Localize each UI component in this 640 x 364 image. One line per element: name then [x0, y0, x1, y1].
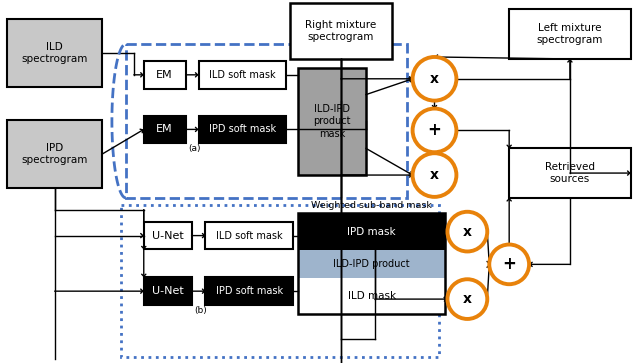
Text: x: x: [430, 72, 439, 86]
Text: x: x: [430, 168, 439, 182]
Text: U-Net: U-Net: [152, 230, 184, 241]
Bar: [144, 61, 186, 89]
Bar: [290, 3, 392, 59]
Circle shape: [413, 57, 456, 100]
Bar: [205, 222, 293, 249]
Bar: [126, 44, 406, 198]
Text: ILD soft mask: ILD soft mask: [216, 230, 283, 241]
Bar: [298, 213, 445, 314]
Text: +: +: [502, 256, 516, 273]
Circle shape: [447, 212, 487, 252]
Text: IPD
spectrogram: IPD spectrogram: [22, 143, 88, 165]
Text: Left mixture
spectrogram: Left mixture spectrogram: [537, 23, 603, 46]
Text: IPD soft mask: IPD soft mask: [216, 286, 283, 296]
Bar: [205, 277, 293, 305]
Text: ILD-IPD product: ILD-IPD product: [333, 260, 410, 269]
Circle shape: [447, 279, 487, 319]
Text: x: x: [463, 292, 472, 306]
Bar: [509, 9, 630, 59]
Bar: [298, 68, 366, 175]
Text: (a): (a): [189, 144, 201, 153]
Text: ILD
spectrogram: ILD spectrogram: [22, 42, 88, 64]
Bar: [298, 278, 445, 314]
Text: IPD soft mask: IPD soft mask: [209, 124, 276, 134]
Text: Weighted sub-band mask: Weighted sub-band mask: [311, 201, 432, 210]
Bar: [144, 277, 191, 305]
Bar: [509, 148, 630, 198]
Bar: [198, 115, 286, 143]
Text: Right mixture
spectrogram: Right mixture spectrogram: [305, 20, 376, 42]
Bar: [121, 205, 440, 357]
Text: ILD soft mask: ILD soft mask: [209, 70, 276, 80]
Text: ILD-IPD
product
mask: ILD-IPD product mask: [313, 104, 351, 139]
Text: +: +: [428, 122, 442, 139]
Bar: [298, 250, 445, 278]
Text: IPD mask: IPD mask: [348, 227, 396, 237]
Text: ILD mask: ILD mask: [348, 291, 396, 301]
Text: EM: EM: [156, 124, 173, 134]
Bar: [198, 61, 286, 89]
Bar: [298, 213, 445, 250]
Text: U-Net: U-Net: [152, 286, 184, 296]
Circle shape: [489, 245, 529, 284]
Text: Retrieved
sources: Retrieved sources: [545, 162, 595, 184]
Text: x: x: [463, 225, 472, 239]
Circle shape: [413, 153, 456, 197]
Circle shape: [413, 108, 456, 152]
Bar: [144, 222, 191, 249]
Text: EM: EM: [156, 70, 173, 80]
Bar: [8, 19, 102, 87]
Bar: [144, 115, 186, 143]
Text: (b): (b): [195, 306, 207, 315]
Bar: [8, 120, 102, 188]
